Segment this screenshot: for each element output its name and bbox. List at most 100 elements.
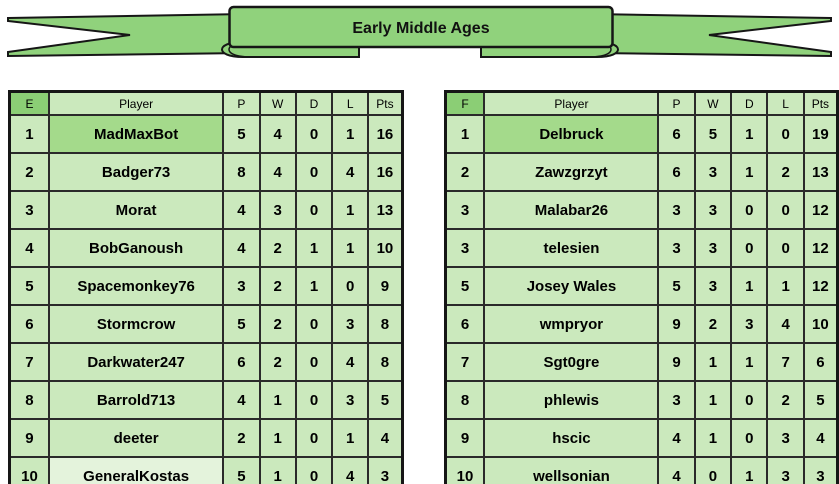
player-cell: Josey Wales	[483, 266, 660, 306]
rank-cell: 2	[8, 152, 50, 192]
stat-w-cell: 3	[693, 190, 733, 230]
stat-w-cell: 2	[258, 304, 297, 344]
table-row: 9 deeter 2 1 0 1 4	[8, 418, 403, 458]
rank-cell: 1	[8, 114, 50, 154]
ribbon-right-tail	[592, 12, 832, 58]
stat-l-cell: 3	[331, 380, 370, 420]
stat-l-cell: 4	[766, 304, 805, 344]
stat-pts-cell: 12	[802, 266, 839, 306]
table-row: 1 Delbruck 6 5 1 0 19	[443, 114, 839, 154]
stat-l-cell: 3	[766, 418, 805, 458]
stat-p-cell: 5	[222, 114, 261, 154]
stat-pts-cell: 5	[802, 380, 839, 420]
stat-w-cell: 1	[693, 418, 733, 458]
player-cell: Spacemonkey76	[47, 266, 225, 306]
stat-d-cell: 0	[294, 114, 334, 154]
stat-w-cell: 2	[258, 342, 297, 382]
col-header-d: D	[730, 90, 769, 116]
stat-l-cell: 7	[766, 342, 805, 382]
group-letter-header: F	[443, 90, 486, 116]
stat-d-cell: 1	[294, 228, 334, 268]
stat-l-cell: 3	[331, 304, 370, 344]
stat-w-cell: 0	[693, 456, 733, 484]
col-header-player: Player	[47, 90, 225, 116]
header-row: F Player P W D L Pts	[443, 90, 839, 116]
stat-d-cell: 0	[294, 190, 334, 230]
col-header-p: P	[657, 90, 696, 116]
stat-pts-cell: 5	[367, 380, 403, 420]
stat-p-cell: 2	[222, 418, 261, 458]
stat-pts-cell: 8	[367, 304, 403, 344]
banner-title: Early Middle Ages	[352, 20, 489, 37]
rank-cell: 3	[8, 190, 50, 230]
stat-l-cell: 0	[766, 190, 805, 230]
player-cell: Delbruck	[483, 114, 660, 154]
rank-cell: 7	[8, 342, 50, 382]
player-cell: Barrold713	[47, 380, 225, 420]
stat-l-cell: 1	[331, 114, 370, 154]
stat-l-cell: 3	[766, 456, 805, 484]
rank-cell: 9	[443, 418, 486, 458]
stat-l-cell: 0	[766, 114, 805, 154]
table-row: 8 phlewis 3 1 0 2 5	[443, 380, 839, 420]
banner-ribbon: Early Middle Ages	[7, 5, 832, 58]
stat-pts-cell: 16	[367, 114, 403, 154]
stat-d-cell: 1	[294, 266, 334, 306]
table-row: 1 MadMaxBot 5 4 0 1 16	[8, 114, 403, 154]
col-header-pts: Pts	[367, 90, 403, 116]
player-cell: Sgt0gre	[483, 342, 660, 382]
stat-w-cell: 2	[258, 228, 297, 268]
table-row: 4 BobGanoush 4 2 1 1 10	[8, 228, 403, 268]
stat-pts-cell: 13	[367, 190, 403, 230]
stat-p-cell: 6	[222, 342, 261, 382]
stat-p-cell: 3	[222, 266, 261, 306]
player-cell: Zawzgrzyt	[483, 152, 660, 192]
stat-d-cell: 0	[294, 456, 334, 484]
stat-pts-cell: 16	[367, 152, 403, 192]
rank-cell: 9	[8, 418, 50, 458]
stat-l-cell: 4	[331, 456, 370, 484]
table-row: 2 Badger73 8 4 0 4 16	[8, 152, 403, 192]
player-cell: BobGanoush	[47, 228, 225, 268]
stat-p-cell: 4	[657, 456, 696, 484]
stat-p-cell: 5	[222, 456, 261, 484]
stat-d-cell: 0	[294, 418, 334, 458]
stat-l-cell: 2	[766, 380, 805, 420]
stat-p-cell: 3	[657, 190, 696, 230]
stat-d-cell: 0	[730, 418, 769, 458]
league-tables: E Player P W D L Pts 1 MadMaxBot 5 4 0 1 16 2 Badger73 8…	[8, 90, 839, 484]
player-cell: Badger73	[47, 152, 225, 192]
stat-d-cell: 1	[730, 456, 769, 484]
table-row: 6 wmpryor 9 2 3 4 10	[443, 304, 839, 344]
stat-l-cell: 4	[331, 152, 370, 192]
stat-w-cell: 2	[693, 304, 733, 344]
rank-cell: 3	[443, 190, 486, 230]
player-cell: Darkwater247	[47, 342, 225, 382]
stat-p-cell: 5	[657, 266, 696, 306]
stat-pts-cell: 4	[802, 418, 839, 458]
table-row: 3 telesien 3 3 0 0 12	[443, 228, 839, 268]
player-cell: Stormcrow	[47, 304, 225, 344]
stat-pts-cell: 12	[802, 228, 839, 268]
stat-p-cell: 8	[222, 152, 261, 192]
header-row: E Player P W D L Pts	[8, 90, 403, 116]
stat-w-cell: 4	[258, 114, 297, 154]
stat-pts-cell: 9	[367, 266, 403, 306]
stat-w-cell: 3	[258, 190, 297, 230]
col-header-w: W	[693, 90, 733, 116]
stat-d-cell: 1	[730, 152, 769, 192]
table-row: 10 GeneralKostas 5 1 0 4 3	[8, 456, 403, 484]
rank-cell: 7	[443, 342, 486, 382]
rank-cell: 10	[8, 456, 50, 484]
stat-w-cell: 1	[693, 380, 733, 420]
stat-pts-cell: 13	[802, 152, 839, 192]
player-cell: MadMaxBot	[47, 114, 225, 154]
stat-l-cell: 1	[331, 418, 370, 458]
stat-w-cell: 1	[258, 456, 297, 484]
stat-p-cell: 9	[657, 304, 696, 344]
stat-p-cell: 5	[222, 304, 261, 344]
stat-pts-cell: 10	[367, 228, 403, 268]
stat-d-cell: 1	[730, 266, 769, 306]
stat-d-cell: 1	[730, 342, 769, 382]
